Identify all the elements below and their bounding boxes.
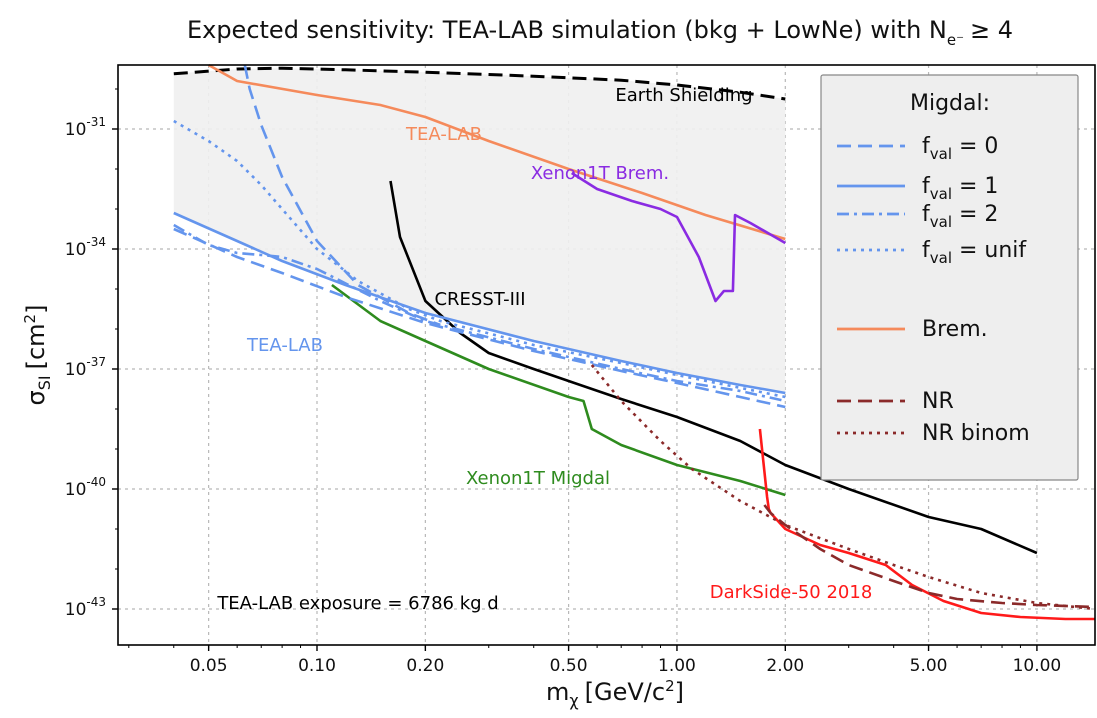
y-tick-label: 10-34 xyxy=(65,235,106,260)
annotation-tealab-migdal: TEA-LAB xyxy=(246,335,323,356)
series-migdal-f1 xyxy=(173,211,786,395)
x-tick-label: 1.00 xyxy=(658,656,696,676)
y-tick-label: 10-31 xyxy=(65,115,106,140)
series-xenon1t-migdal xyxy=(331,283,786,497)
legend-entry-label: fval = 0 xyxy=(922,134,998,163)
y-tick-label: 10-40 xyxy=(65,475,106,500)
plot-frame xyxy=(117,64,1096,646)
annotation-tealab-brem: TEA-LAB xyxy=(405,124,482,145)
y-tick-label: 10-43 xyxy=(65,595,106,620)
x-tick-label: 0.10 xyxy=(298,656,336,676)
series-migdal-unif xyxy=(173,119,786,399)
annotation-cresst: CRESST-III xyxy=(434,289,525,310)
title-suffix: ≥ 4 xyxy=(970,16,1013,44)
ylabel-unit-sup: 2 xyxy=(21,314,39,324)
legend-entry-label: fval = unif xyxy=(922,238,1027,267)
x-tick-label: 0.50 xyxy=(550,656,588,676)
legend-entry-label: fval = 2 xyxy=(922,202,998,231)
shaded-sensitivity-region xyxy=(173,68,786,393)
x-tick-label: 0.20 xyxy=(406,656,444,676)
xlabel-unit-close: ] xyxy=(675,678,684,706)
series-nr xyxy=(763,504,1096,609)
annotation-xenon1t-brem: Xenon1T Brem. xyxy=(531,163,669,184)
ylabel-sub: SI xyxy=(35,375,54,390)
legend-entry-label: NR binom xyxy=(922,421,1030,446)
title-main: Expected sensitivity: TEA-LAB simulation… xyxy=(187,16,947,44)
annotation-earth-shielding: Earth Shielding xyxy=(615,85,752,106)
series-migdal-f0-steep xyxy=(243,64,441,327)
ylabel-main: σ xyxy=(22,390,50,405)
legend-entry-label: fval = 1 xyxy=(922,174,998,203)
series-cresst xyxy=(389,180,1038,555)
legend-entry-label: Brem. xyxy=(922,317,988,342)
axis-ticks: 0.05 0.10 0.20 0.50 1.00 2.00 5.00 10.00 10-31 10… xyxy=(65,88,1062,676)
xlabel-unit: [GeV/c xyxy=(585,678,665,706)
series-lines xyxy=(173,63,1096,621)
series-xenon1t-brem xyxy=(571,171,786,303)
title-subscript: e⁻ xyxy=(947,31,964,49)
annotation-xenon1t-migdal: Xenon1T Migdal xyxy=(466,468,610,489)
y-axis-label: σSI [cm2] xyxy=(21,305,54,406)
annotation-darkside: DarkSide-50 2018 xyxy=(710,582,873,603)
x-axis-label: mχ [GeV/c2] xyxy=(546,677,684,710)
ylabel-unit-close: ] xyxy=(22,305,50,314)
series-migdal-f2 xyxy=(173,223,786,403)
x-tick-label: 10.00 xyxy=(1013,656,1062,676)
series-earth xyxy=(173,66,786,101)
xlabel-main: m xyxy=(546,678,569,706)
xlabel-unit-sup: 2 xyxy=(665,677,675,695)
chart-title: Expected sensitivity: TEA-LAB simulation… xyxy=(187,16,1013,49)
x-tick-label: 0.05 xyxy=(190,656,228,676)
legend-entry-label: NR xyxy=(922,389,954,414)
x-tick-label: 5.00 xyxy=(910,656,948,676)
series-tealab-brem xyxy=(207,63,786,241)
series-migdal-f0 xyxy=(173,227,786,409)
annotation-exposure: TEA-LAB exposure = 6786 kg d xyxy=(216,593,498,614)
legend-title: Migdal: xyxy=(910,91,990,116)
y-tick-label: 10-37 xyxy=(65,355,106,380)
ylabel-unit: [cm xyxy=(22,323,50,369)
xlabel-sub: χ xyxy=(569,691,578,710)
x-tick-label: 2.00 xyxy=(766,656,804,676)
legend-box xyxy=(820,74,1079,481)
